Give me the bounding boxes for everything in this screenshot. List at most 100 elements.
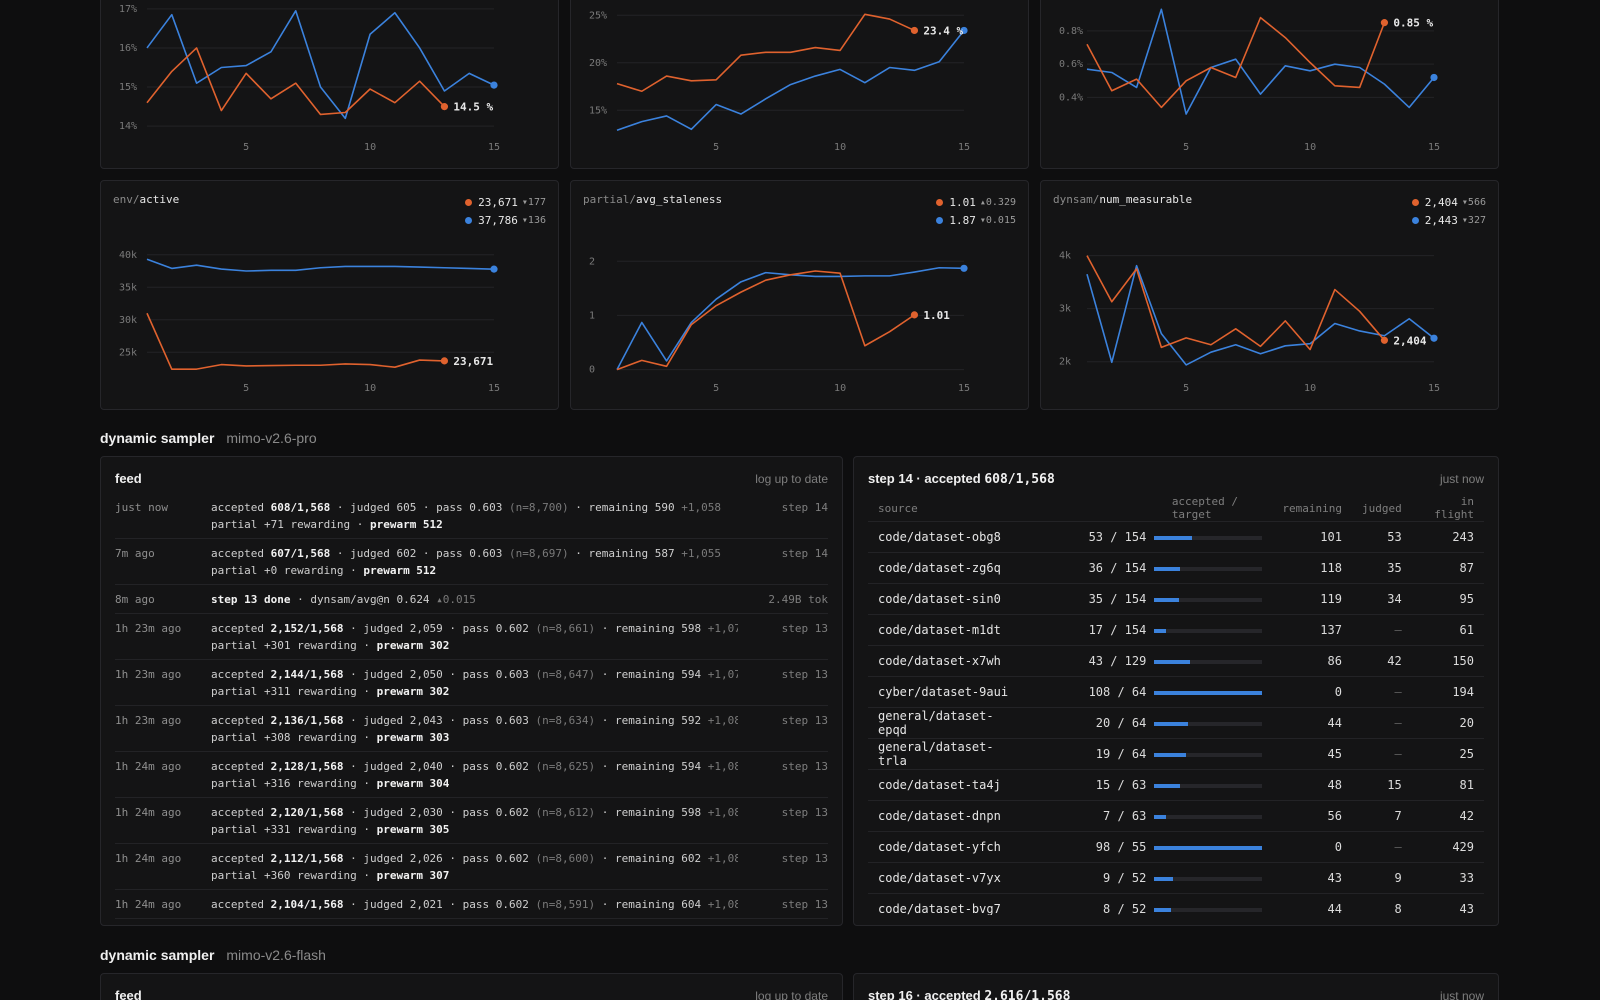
series-line-blue[interactable] bbox=[1086, 8, 1435, 115]
series-end-point-orange[interactable] bbox=[1380, 336, 1389, 344]
series-end-point-blue[interactable] bbox=[490, 265, 498, 273]
series-end-point-orange[interactable] bbox=[1380, 19, 1389, 27]
feed-time: 1h 24m ago bbox=[115, 898, 182, 911]
table-row[interactable]: code/dataset-m1dt 17 / 154 137–61 bbox=[868, 614, 1484, 646]
cell-judged: 34 bbox=[1351, 583, 1412, 615]
series-line-orange[interactable] bbox=[146, 47, 446, 116]
table-row[interactable]: cyber/dataset-9aui 108 / 64 0–194 bbox=[868, 676, 1484, 708]
series-end-point-orange[interactable] bbox=[910, 311, 919, 319]
table-row[interactable]: code/dataset-v7yx 9 / 52 43 9 33 bbox=[868, 862, 1484, 894]
series-line-orange[interactable] bbox=[1086, 255, 1386, 351]
table-row[interactable]: code/dataset-ta4j 15 / 63 48 15 81 bbox=[868, 769, 1484, 801]
x-tick-label: 10 bbox=[834, 142, 846, 153]
chart-svg[interactable]: 14% 15% 16% 17% 5 10 15 14.5 % bbox=[101, 0, 559, 169]
feed-time: just now bbox=[115, 501, 168, 514]
y-tick-label: 4k bbox=[1059, 251, 1071, 262]
feed-message: accepted 2,152/1,568 · judged 2,059 · pa… bbox=[211, 622, 738, 652]
table-row[interactable]: code/dataset-sin0 35 / 154 119 34 95 bbox=[868, 583, 1484, 615]
legend-entry[interactable]: 1.01 ▴0.329 bbox=[936, 193, 1016, 211]
table-row[interactable]: code/dataset-zg6q 36 / 154 118 35 87 bbox=[868, 552, 1484, 584]
chart-svg[interactable]: 0 1 2 5 10 15 1.01 bbox=[571, 181, 1029, 410]
col-judged[interactable]: judged bbox=[1351, 495, 1412, 522]
series-line-orange[interactable] bbox=[1086, 16, 1386, 109]
series-line-blue[interactable] bbox=[146, 9, 495, 120]
cell-source: code/dataset-yfch bbox=[868, 831, 1022, 863]
legend-dot bbox=[1411, 216, 1419, 224]
series-end-point-blue[interactable] bbox=[960, 26, 968, 35]
cell-remaining: 44 bbox=[1272, 893, 1352, 915]
series-end-point-orange[interactable] bbox=[910, 26, 919, 35]
feed-list[interactable]: just now accepted 608/1,568 · judged 605 … bbox=[115, 493, 828, 925]
cell-judged: – bbox=[1351, 614, 1412, 646]
col-in-flight[interactable]: in flight bbox=[1411, 495, 1484, 522]
table-row[interactable]: code/dataset-obg8 53 / 154 101 53 243 bbox=[868, 521, 1484, 553]
series-end-point-orange[interactable] bbox=[440, 357, 449, 365]
series-line-blue[interactable] bbox=[616, 266, 965, 370]
feed-item[interactable]: 1h 24m ago accepted 2,112/1,568 · judged … bbox=[115, 844, 828, 890]
cell-judged: 9 bbox=[1351, 862, 1412, 894]
cell-in-flight: 61 bbox=[1411, 614, 1484, 646]
series-end-point-blue[interactable] bbox=[1430, 334, 1438, 342]
chart-svg[interactable]: 15% 20% 25% 5 10 15 23.4 % bbox=[571, 0, 1029, 169]
progress-fill bbox=[1154, 597, 1179, 602]
feed-step: step 13 bbox=[781, 760, 828, 773]
col-accepted-target[interactable]: accepted / target bbox=[1021, 495, 1273, 522]
table-row[interactable]: general/dataset-trla 19 / 64 45–25 bbox=[868, 738, 1484, 770]
table-row[interactable]: code/dataset-dnpn 7 / 63 56 7 42 bbox=[868, 800, 1484, 832]
series-end-point-orange[interactable] bbox=[440, 103, 449, 111]
cell-judged: 7 bbox=[1351, 800, 1412, 832]
feed-item[interactable]: 8m ago step 13 done · dynsam/avg@n 0.624 … bbox=[115, 585, 828, 614]
series-line-blue[interactable] bbox=[616, 29, 965, 131]
chart-svg[interactable]: 2k 3k 4k 5 10 15 2,404 bbox=[1041, 181, 1499, 410]
feed-item[interactable]: 1h 23m ago accepted 2,152/1,568 · judged … bbox=[115, 614, 828, 660]
col-remaining[interactable]: remaining bbox=[1272, 495, 1352, 522]
legend-entry[interactable]: 1.87 ▾0.015 bbox=[936, 211, 1016, 229]
feed-item[interactable]: 1h 24m ago accepted 2,120/1,568 · judged … bbox=[115, 798, 828, 844]
col-source[interactable]: source bbox=[868, 495, 1022, 522]
chart-svg[interactable]: 0.4% 0.6% 0.8% 5 10 15 0.85 % bbox=[1041, 0, 1499, 169]
legend-entry[interactable]: 37,786 ▾136 bbox=[465, 211, 546, 229]
cell-accepted: 53 / 154 bbox=[1021, 521, 1273, 553]
series-end-point-blue[interactable] bbox=[1430, 73, 1438, 82]
cell-source: code/dataset-obg8 bbox=[868, 521, 1022, 553]
series-end-point-blue[interactable] bbox=[960, 264, 968, 272]
table-row[interactable]: code/dataset-x7wh 43 / 129 86 42 150 bbox=[868, 645, 1484, 677]
feed-step: step 13 bbox=[781, 852, 828, 865]
cell-in-flight: 43 bbox=[1411, 893, 1484, 915]
series-line-blue[interactable] bbox=[1086, 264, 1435, 366]
feed-item[interactable]: 1h 23m ago accepted 2,144/1,568 · judged … bbox=[115, 660, 828, 706]
y-tick-label: 25k bbox=[119, 347, 137, 358]
feed-item[interactable]: 7m ago accepted 607/1,568 · judged 602 · … bbox=[115, 539, 828, 585]
cell-source: code/dataset-x7wh bbox=[868, 645, 1022, 677]
cell-accepted: 7 / 63 bbox=[1021, 800, 1273, 832]
series-end-point-blue[interactable] bbox=[490, 81, 498, 89]
cell-accepted: 9 / 52 bbox=[1021, 862, 1273, 894]
table-row[interactable]: code/dataset-yfch 98 / 55 0–429 bbox=[868, 831, 1484, 863]
feed-message: accepted 2,136/1,568 · judged 2,043 · pa… bbox=[211, 714, 738, 744]
table-row[interactable]: general/dataset-epqd 20 / 64 44–20 bbox=[868, 707, 1484, 739]
series-line-orange[interactable] bbox=[616, 270, 915, 371]
feed-item[interactable]: 1h 24m ago accepted 2,104/1,568 · judged … bbox=[115, 890, 828, 919]
y-tick-label: 40k bbox=[119, 250, 137, 261]
feed-message: accepted 2,104/1,568 · judged 2,021 · pa… bbox=[211, 898, 738, 911]
series-line-blue[interactable] bbox=[146, 258, 495, 272]
table-row[interactable]: code/dataset-bvg7 8 / 52 44 8 43 bbox=[868, 893, 1484, 915]
legend-entry[interactable]: 2,443 ▾327 bbox=[1411, 211, 1486, 229]
series-line-orange[interactable] bbox=[146, 312, 445, 370]
x-tick-label: 5 bbox=[713, 142, 719, 153]
source-table: source accepted / target remaining judge… bbox=[868, 495, 1484, 915]
feed-item[interactable]: 1h 24m ago accepted 2,128/1,568 · judged … bbox=[115, 752, 828, 798]
feed-time: 1h 24m ago bbox=[115, 852, 182, 865]
series-end-label: 23.4 % bbox=[923, 24, 963, 37]
series-line-orange[interactable] bbox=[616, 13, 915, 93]
series-end-label: 0.85 % bbox=[1393, 17, 1433, 30]
chart-svg[interactable]: 25k 30k 35k 40k 5 10 15 23,671 bbox=[101, 181, 559, 410]
legend-entry[interactable]: 23,671 ▾177 bbox=[465, 193, 546, 211]
progress-bar bbox=[1154, 566, 1263, 571]
feed-item[interactable]: 1h 23m ago accepted 2,136/1,568 · judged … bbox=[115, 706, 828, 752]
cell-in-flight: 81 bbox=[1411, 769, 1484, 801]
legend-entry[interactable]: 2,404 ▾566 bbox=[1411, 193, 1486, 211]
source-table-wrap[interactable]: source accepted / target remaining judge… bbox=[868, 495, 1484, 915]
progress-bar bbox=[1154, 907, 1263, 912]
feed-item[interactable]: just now accepted 608/1,568 · judged 605 … bbox=[115, 493, 828, 539]
